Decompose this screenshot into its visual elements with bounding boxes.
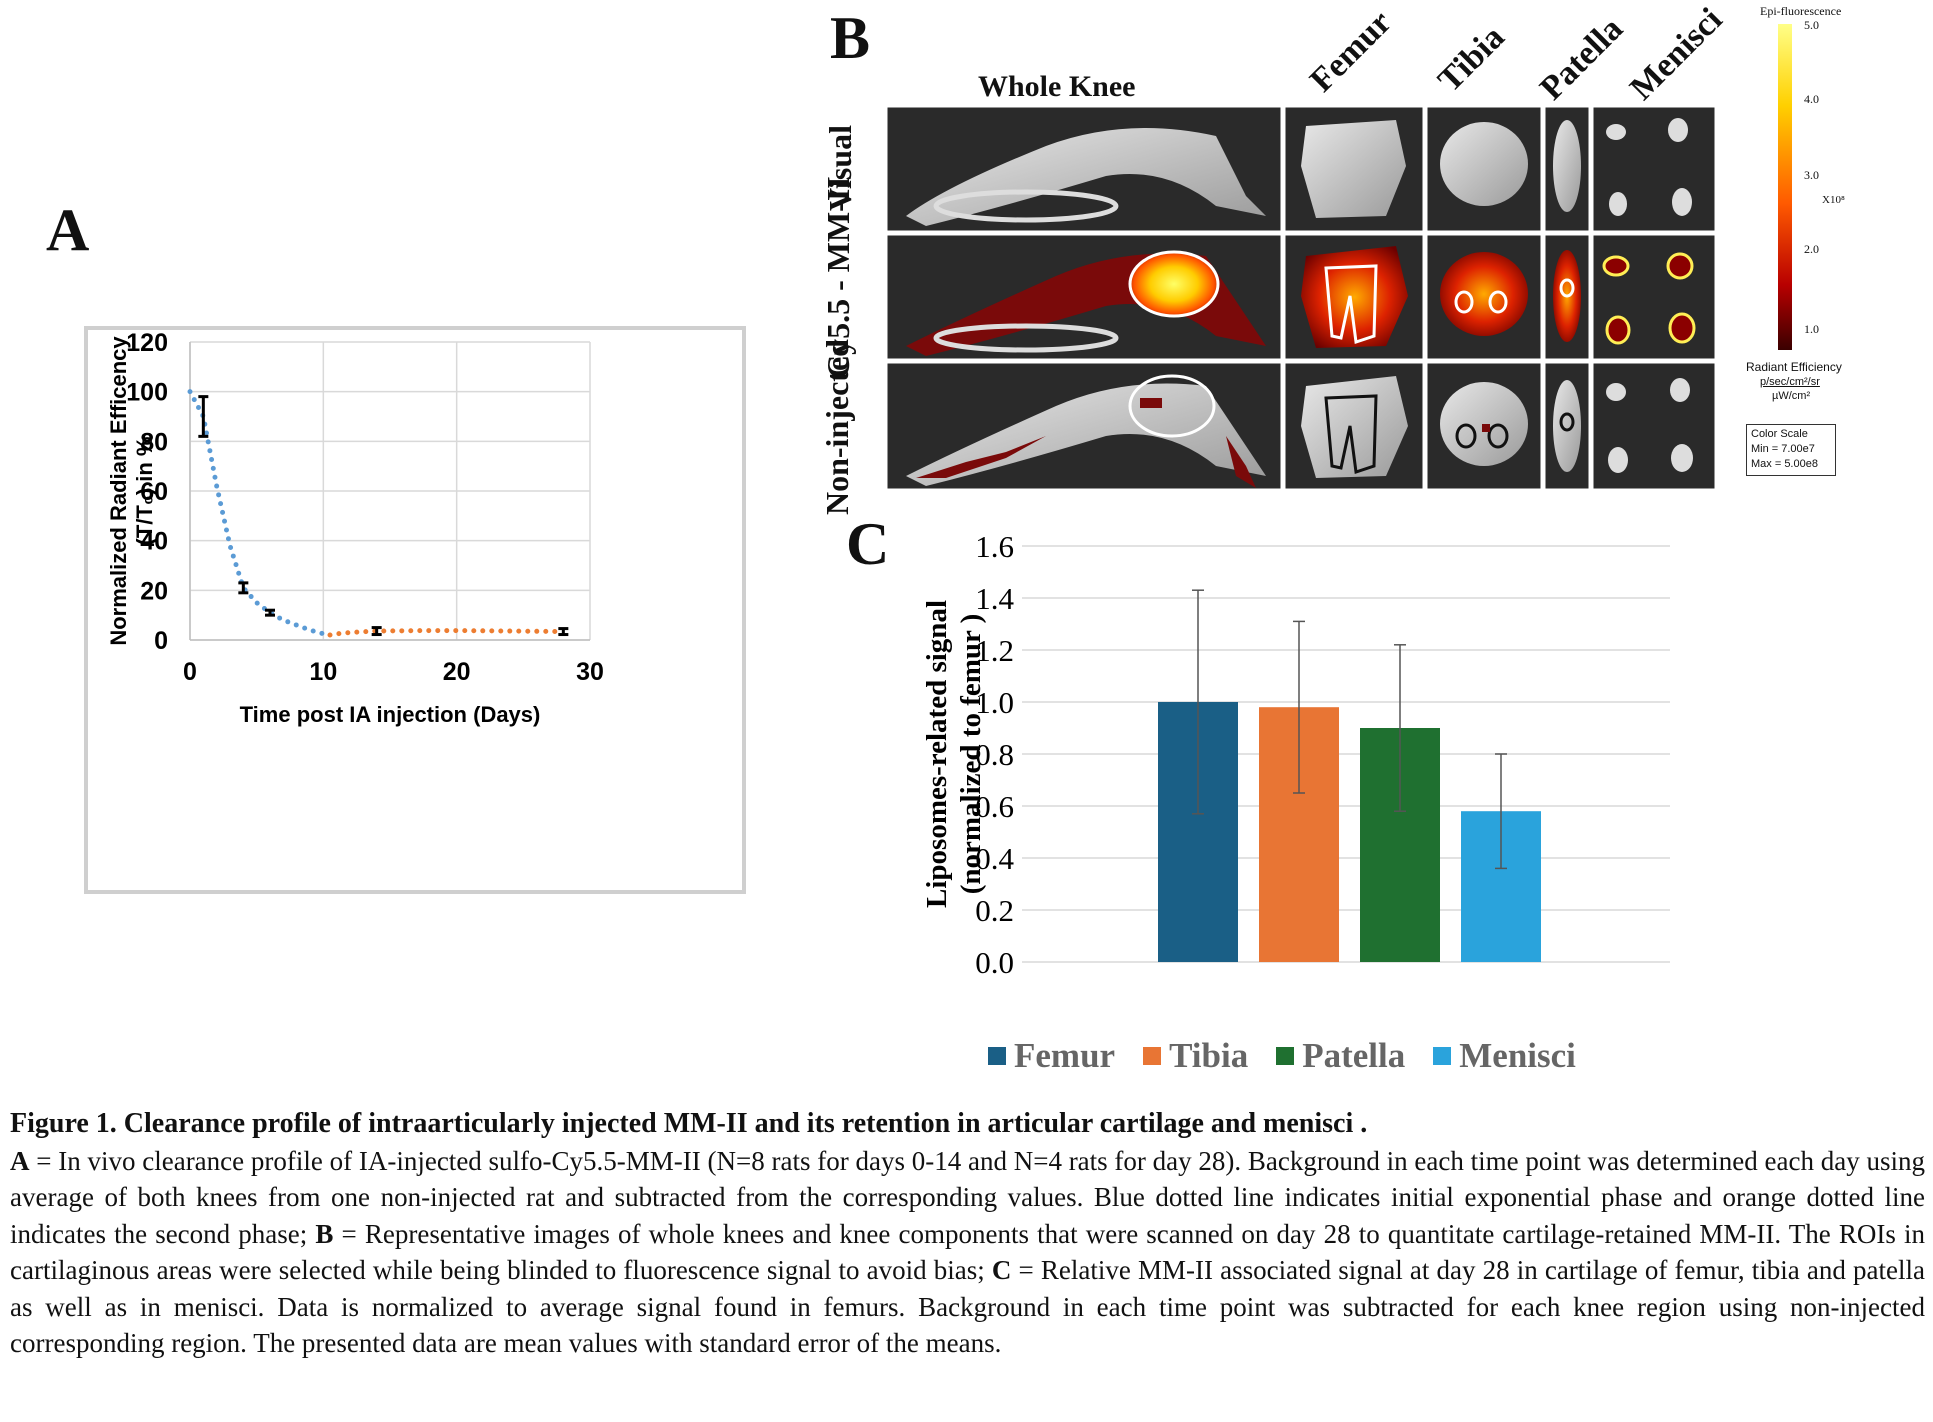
panel-a-letter: A <box>46 197 90 263</box>
panel-a-error-bar <box>558 627 569 637</box>
colorbar-unit-title: Radiant Efficiency <box>1746 360 1842 374</box>
panel-c-y-tick-label: 0.2 <box>975 893 1014 928</box>
colorbar-tick-5: 5.0 <box>1804 18 1819 32</box>
legend-swatch <box>1276 1047 1295 1065</box>
caption-b-key: B <box>315 1218 334 1249</box>
colorbar-unit-fraction: p/sec/cm²/sr <box>1760 376 1820 388</box>
caption-c-key: C <box>991 1255 1012 1285</box>
legend-item-femur: Femur <box>988 1036 1115 1076</box>
col-label-femur: Femur <box>1303 3 1399 100</box>
panel-a-y-tick-label: 40 <box>140 528 168 556</box>
panel-a-y-axis-label-line2: (T/T₀) in % <box>132 437 157 546</box>
col-label-menisci: Menisci <box>1623 1 1730 108</box>
panel-a-y-tick-label: 80 <box>140 428 168 456</box>
legend-item-menisci: Menisci <box>1433 1036 1576 1076</box>
colorbar-scale-box: Color Scale Min = 7.00e7 Max = 5.00e8 <box>1746 424 1836 476</box>
row-cy55-images <box>906 246 1696 356</box>
panel-a-x-tick-label: 30 <box>576 658 604 686</box>
knee-image-grid <box>886 106 1716 492</box>
legend-swatch <box>988 1047 1006 1065</box>
panel-c-y-axis-label-line2: (normalized to femur ) <box>955 614 987 895</box>
legend-label: Patella <box>1302 1036 1406 1075</box>
caption-b-text: = Representative images of whole knees a… <box>10 1218 1926 1286</box>
panel-c-y-tick-label: 0.6 <box>975 789 1014 824</box>
caption-c-text: = Relative MM-II associated signal at da… <box>10 1255 1926 1358</box>
panel-a-y-tick-label: 100 <box>126 379 168 407</box>
panel-a-y-tick-label: 120 <box>126 329 168 357</box>
panel-c-y-tick-label: 0.0 <box>975 945 1014 980</box>
panel-c-plot: 0.0 0.2 0.4 0.6 0.8 1.0 1.2 1.4 1.6 Liposomes-rel… <box>921 529 1670 980</box>
panel-a-x-tick-label: 0 <box>183 658 197 686</box>
panel-c-letter: C <box>846 511 890 577</box>
panel-a-x-tick-label: 20 <box>443 658 471 686</box>
panel-c-y-tick-label: 0.4 <box>975 841 1014 876</box>
panel-a-frame <box>84 326 746 894</box>
panel-a-chart: 0 20 40 60 80 100 120 0 10 20 30 Time post IA injec… <box>106 329 604 727</box>
panel-b-letter: B <box>830 5 871 71</box>
colorbar-title: Epi-fluorescence <box>1760 4 1842 18</box>
panel-c-y-tick-label: 1.0 <box>975 685 1014 720</box>
panel-a-y-tick-label: 20 <box>140 577 168 605</box>
col-label-patella: Patella <box>1533 10 1631 108</box>
panel-a-y-tick-label: 0 <box>154 627 168 655</box>
legend-label: Tibia <box>1169 1036 1249 1075</box>
panel-a-y-axis-label: Normalized Radiant Efficency (T/T₀) in % <box>106 336 157 646</box>
panel-a-x-axis-label: Time post IA injection (Days) <box>240 702 541 727</box>
panel-b-figure: Whole Knee Femur Tibia Patella Menisci V… <box>0 0 1933 515</box>
panel-c-error-bar-menisci <box>1495 753 1507 870</box>
caption-a-text: = In vivo clearance profile of IA-inject… <box>10 1145 1925 1249</box>
panel-a-y-tick-label: 60 <box>140 478 168 506</box>
row-visual-images <box>906 118 1692 226</box>
panel-a-error-bar <box>198 395 209 438</box>
colorbar <box>1778 24 1792 350</box>
colorbar-tick-4: 4.0 <box>1804 92 1819 106</box>
legend-label: Femur <box>1014 1036 1116 1075</box>
colorbar-unit-denominator: µW/cm² <box>1772 390 1811 402</box>
panel-a-error-bar <box>265 608 275 617</box>
panel-c-error-bar-patella <box>1394 644 1406 812</box>
panel-a-series-line-1 <box>327 628 566 638</box>
col-label-whole-knee: Whole Knee <box>978 70 1136 103</box>
panel-a-y-axis-label-line1: Normalized Radiant Efficency <box>106 336 131 646</box>
legend-item-tibia: Tibia <box>1143 1036 1248 1076</box>
panel-c-y-tick-label: 1.6 <box>975 529 1014 564</box>
colorbar-scale-max: Max = 5.00e8 <box>1751 458 1818 470</box>
panel-c-y-tick-label: 1.4 <box>975 581 1014 616</box>
panel-c-y-axis-label: Liposomes-related signal (normalized to f… <box>921 600 987 908</box>
legend-swatch <box>1143 1047 1162 1065</box>
legend-item-patella: Patella <box>1276 1036 1405 1076</box>
panel-c-error-bar-femur <box>1192 589 1204 815</box>
panel-c-error-bar-tibia <box>1293 620 1305 794</box>
row-non-injected-images <box>906 374 1693 488</box>
colorbar-multiplier: X10⁸ <box>1822 194 1845 206</box>
panel-a-plot: 0 20 40 60 80 100 120 0 10 20 30 Time post IA injec… <box>106 329 604 727</box>
panel-a-x-tick-label: 10 <box>309 658 337 686</box>
panel-c-y-axis-label-line1: Liposomes-related signal <box>921 600 953 908</box>
colorbar-tick-3: 3.0 <box>1804 168 1819 182</box>
legend-label: Menisci <box>1459 1036 1576 1075</box>
panel-c-y-tick-label: 1.2 <box>975 633 1014 668</box>
figure-caption: Figure 1. Clearance profile of intraarti… <box>10 1106 1925 1362</box>
col-label-tibia: Tibia <box>1431 18 1512 100</box>
row-label-non-injected: Non-injected <box>819 339 855 515</box>
colorbar-scale-min: Min = 7.00e7 <box>1751 443 1815 455</box>
legend-swatch <box>1433 1047 1452 1065</box>
colorbar-tick-1: 1.0 <box>1804 322 1819 336</box>
panel-a-error-bar <box>238 581 249 595</box>
caption-a-key: A <box>10 1145 30 1176</box>
panel-c-legend: Femur Tibia Patella Menisci <box>988 1036 1604 1076</box>
caption-body: A = In vivo clearance profile of IA-inje… <box>10 1143 1925 1362</box>
panel-a-series-line-0 <box>187 389 333 638</box>
panel-c-y-tick-label: 0.8 <box>975 737 1014 772</box>
colorbar-tick-2: 2.0 <box>1804 242 1819 256</box>
panel-c-chart: 0.0 0.2 0.4 0.6 0.8 1.0 1.2 1.4 1.6 Liposomes-rel… <box>921 529 1670 980</box>
panel-a-error-bar <box>371 626 382 637</box>
caption-title: Figure 1. Clearance profile of intraarti… <box>10 1108 1368 1139</box>
colorbar-scale-title: Color Scale <box>1751 428 1808 440</box>
